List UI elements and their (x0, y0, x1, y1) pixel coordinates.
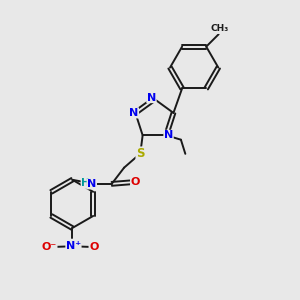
Text: N⁺: N⁺ (66, 241, 81, 251)
Text: O: O (130, 177, 140, 188)
Text: H: H (81, 178, 90, 188)
Text: N: N (147, 93, 156, 103)
Text: O⁻: O⁻ (42, 242, 57, 252)
Text: O: O (89, 242, 98, 252)
Text: N: N (164, 130, 173, 140)
Text: N: N (87, 179, 96, 189)
Text: CH₃: CH₃ (211, 25, 229, 34)
Text: S: S (136, 147, 145, 160)
Text: N: N (129, 108, 139, 118)
